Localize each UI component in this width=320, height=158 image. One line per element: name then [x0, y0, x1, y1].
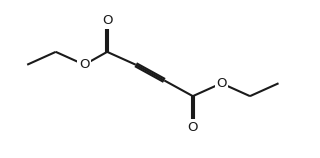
Text: O: O — [79, 58, 90, 71]
Text: O: O — [216, 77, 227, 90]
Text: O: O — [102, 14, 112, 27]
Text: O: O — [188, 121, 198, 134]
